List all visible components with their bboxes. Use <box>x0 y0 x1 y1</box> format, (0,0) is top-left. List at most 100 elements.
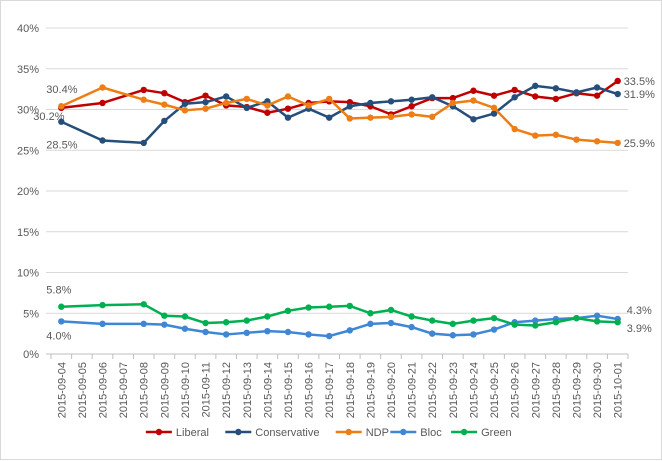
data-point <box>325 332 333 340</box>
y-tick-label: 5% <box>23 308 39 320</box>
data-point <box>593 312 601 319</box>
y-tick-label: 25% <box>17 145 39 157</box>
data-point <box>140 96 147 103</box>
x-tick-label: 2015-09-07 <box>118 362 130 418</box>
legend-marker <box>345 428 352 436</box>
x-tick-label: 2015-09-19 <box>365 362 377 418</box>
x-tick-label: 2015-09-20 <box>386 362 398 418</box>
data-point <box>181 325 189 332</box>
legend-item-bloc: Bloc <box>390 427 442 439</box>
data-point <box>470 97 477 104</box>
data-point <box>408 111 415 118</box>
data-point <box>511 321 518 328</box>
data-point <box>243 104 250 112</box>
data-point <box>202 319 209 327</box>
data-point <box>614 90 621 98</box>
x-tick-label: 2015-09-11 <box>201 362 213 417</box>
data-point <box>449 94 457 102</box>
x-tick-label: 2015-09-12 <box>221 362 233 418</box>
data-point <box>552 131 560 138</box>
data-point <box>99 137 106 144</box>
data-label-last: 4.3% <box>627 305 652 317</box>
data-point <box>552 319 560 326</box>
series-line <box>61 303 618 327</box>
data-point <box>429 317 436 324</box>
legend-label: Conservative <box>255 427 319 439</box>
data-label-last: 33.5% <box>624 76 655 88</box>
y-tick-label: 30% <box>17 105 39 117</box>
y-tick-label: 0% <box>23 349 39 361</box>
series-bloc: 4.0% 4.3% <box>46 305 652 342</box>
legend-marker <box>155 428 163 436</box>
data-point <box>284 93 292 100</box>
data-point <box>593 138 601 145</box>
data-point <box>429 330 436 337</box>
data-point <box>490 92 498 99</box>
x-tick-label: 2015-09-13 <box>242 362 254 418</box>
legend-item-conservative: Conservative <box>225 427 320 439</box>
x-tick-label: 2015-09-28 <box>551 362 563 418</box>
data-point <box>573 136 580 143</box>
data-point <box>532 93 539 100</box>
x-tick-label: 2015-09-15 <box>283 362 295 418</box>
x-tick-label: 2015-10-01 <box>613 362 625 418</box>
data-point <box>470 87 477 94</box>
data-label-last: 25.9% <box>624 138 655 150</box>
x-tick-label: 2015-09-30 <box>592 362 604 418</box>
data-point <box>284 328 292 336</box>
data-point <box>511 125 518 133</box>
x-tick-label: 2015-09-10 <box>180 362 192 418</box>
data-point <box>305 102 312 109</box>
data-point <box>593 84 601 91</box>
data-point <box>552 85 560 92</box>
data-point <box>140 139 147 147</box>
data-point <box>243 317 250 324</box>
x-tick-label: 2015-09-04 <box>56 362 68 418</box>
legend-item-green: Green <box>451 427 512 439</box>
data-point <box>325 95 333 103</box>
data-label-last: 31.9% <box>624 89 655 101</box>
data-point <box>449 332 457 339</box>
data-point <box>490 110 498 117</box>
legend-label: Liberal <box>176 427 209 439</box>
data-point <box>58 303 65 310</box>
y-tick-label: 20% <box>17 186 39 198</box>
x-tick-label: 2015-09-17 <box>324 362 336 418</box>
data-label-first: 30.2% <box>33 111 64 123</box>
legend-item-liberal: Liberal <box>145 427 209 439</box>
x-tick-label: 2015-09-29 <box>571 362 583 418</box>
data-point <box>346 327 354 334</box>
data-point <box>429 94 436 101</box>
x-tick-label: 2015-09-23 <box>448 362 460 418</box>
data-point <box>367 320 374 328</box>
data-point <box>202 92 209 99</box>
data-point <box>552 95 560 103</box>
data-point <box>202 105 209 112</box>
series-line <box>61 314 618 338</box>
x-tick-label: 2015-09-22 <box>427 362 439 418</box>
data-point <box>532 317 539 324</box>
series-line <box>60 86 618 145</box>
series-ndp: 30.4% 25.9% <box>46 84 655 150</box>
data-point <box>490 104 498 112</box>
data-point <box>58 318 65 325</box>
x-tick-label: 2015-09-25 <box>489 362 501 418</box>
data-point <box>387 319 395 327</box>
data-point <box>429 113 436 121</box>
data-point <box>58 103 65 110</box>
data-point <box>222 331 230 338</box>
data-point <box>161 101 168 108</box>
data-point <box>305 304 312 311</box>
data-point <box>181 100 189 107</box>
data-point <box>99 99 106 107</box>
legend-marker <box>400 428 407 436</box>
data-point <box>470 116 477 123</box>
data-point <box>325 114 333 121</box>
data-point <box>367 114 374 121</box>
x-tick-label: 2015-09-14 <box>262 362 274 418</box>
data-point <box>264 102 271 109</box>
series-green: 5.8% 3.9% <box>46 285 652 335</box>
data-point <box>243 95 250 103</box>
legend-marker <box>460 428 468 436</box>
